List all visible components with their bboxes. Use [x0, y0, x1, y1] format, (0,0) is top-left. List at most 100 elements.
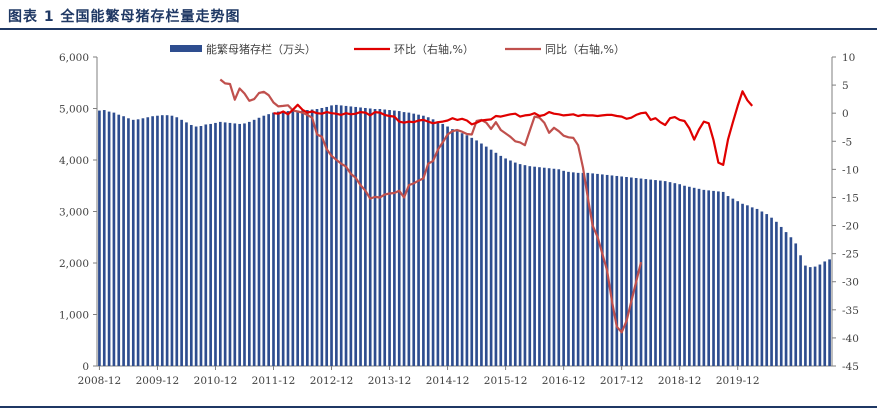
bar: [325, 106, 329, 366]
bar: [518, 164, 522, 366]
right-tick-label: 0: [842, 108, 849, 120]
bar: [610, 175, 614, 366]
bar: [813, 266, 817, 366]
bar: [107, 111, 111, 366]
bar: [402, 112, 406, 366]
left-tick-label: 3,000: [59, 207, 89, 219]
bar: [354, 106, 358, 366]
right-tick-label: -20: [842, 221, 859, 233]
bar: [228, 122, 232, 366]
bar: [465, 135, 469, 366]
bar: [576, 172, 580, 366]
bar: [470, 137, 474, 366]
bar: [770, 217, 773, 366]
left-tick-label: 2,000: [59, 258, 89, 270]
bar: [620, 176, 623, 366]
bar: [281, 111, 285, 366]
left-tick-label: 4,000: [59, 155, 89, 167]
bar: [678, 184, 682, 366]
bar: [649, 179, 652, 366]
legend: 能繁母猪存栏（万头） 环比（右轴,%） 同比（右轴,%）: [170, 42, 625, 56]
bar: [741, 203, 744, 366]
bar: [557, 169, 561, 366]
bar: [310, 109, 314, 366]
bar: [238, 123, 241, 366]
right-tick-label: -40: [842, 333, 859, 345]
bar: [185, 122, 188, 366]
bar: [349, 106, 353, 366]
bar: [175, 117, 179, 366]
right-tick-label: -5: [842, 136, 852, 148]
bar: [131, 119, 135, 366]
x-tick-label: 2019-12: [716, 375, 760, 387]
bar: [721, 191, 725, 366]
bar: [243, 123, 246, 366]
bar: [673, 183, 677, 366]
left-tick-label: 6,000: [59, 52, 89, 64]
bar: [523, 165, 527, 366]
bar: [373, 109, 377, 366]
bar: [542, 167, 546, 366]
bar: [378, 109, 382, 366]
bar: [765, 214, 769, 366]
bar: [257, 117, 261, 367]
bar: [189, 124, 193, 366]
bar: [209, 123, 212, 366]
bar: [291, 111, 295, 366]
bar: [629, 177, 633, 366]
right-tick-label: -35: [842, 305, 859, 317]
left-tick-label: 0: [82, 361, 89, 373]
bar: [393, 110, 396, 366]
x-tick-label: 2018-12: [658, 375, 702, 387]
bar: [683, 185, 686, 366]
legend-item-bars-label: 能繁母猪存栏（万头）: [206, 42, 316, 56]
bar: [760, 211, 764, 366]
bar: [306, 110, 309, 366]
bar: [320, 107, 324, 367]
bar: [194, 126, 198, 367]
bar: [707, 190, 711, 366]
x-tick-label: 2014-12: [426, 375, 470, 387]
bar: [804, 265, 807, 366]
bar: [267, 114, 270, 366]
bar: [808, 267, 812, 366]
bar: [712, 190, 715, 366]
bar: [775, 221, 778, 366]
bar: [644, 179, 648, 366]
bar: [160, 115, 164, 366]
bar: [571, 172, 575, 366]
mom-line: [273, 90, 754, 166]
bar: [436, 121, 440, 366]
bar: [136, 119, 140, 366]
bar: [431, 119, 435, 366]
bar: [615, 175, 619, 366]
bar: [717, 191, 720, 366]
x-tick-label: 2008-12: [78, 375, 122, 387]
bar: [170, 115, 174, 367]
bar: [426, 117, 430, 366]
bar: [547, 168, 551, 366]
right-tick-label: -30: [842, 277, 859, 289]
bar: [799, 255, 802, 366]
bar: [368, 108, 372, 366]
x-tick-label: 2009-12: [136, 375, 180, 387]
bar: [277, 111, 280, 366]
bar: [441, 123, 445, 366]
x-tick-label: 2015-12: [484, 375, 528, 387]
bar: [581, 172, 585, 366]
bar: [301, 110, 304, 366]
bar: [455, 131, 459, 366]
right-tick-label: -15: [842, 192, 859, 204]
bar: [412, 113, 416, 367]
bar: [591, 173, 594, 366]
left-tick-label: 5,000: [59, 104, 89, 116]
bar: [726, 196, 730, 366]
bar: [214, 122, 217, 366]
chart-title: 图表 1 全国能繁母猪存栏量走势图: [8, 9, 241, 25]
axes-group: 0 1,000 2,000 3,000 4,000 5,000 6,000 10 5 0 -5 -10…: [59, 52, 859, 387]
bar: [697, 188, 701, 366]
bar: [296, 110, 300, 366]
bar: [451, 129, 454, 366]
bar: [567, 171, 570, 366]
bar: [654, 180, 657, 366]
